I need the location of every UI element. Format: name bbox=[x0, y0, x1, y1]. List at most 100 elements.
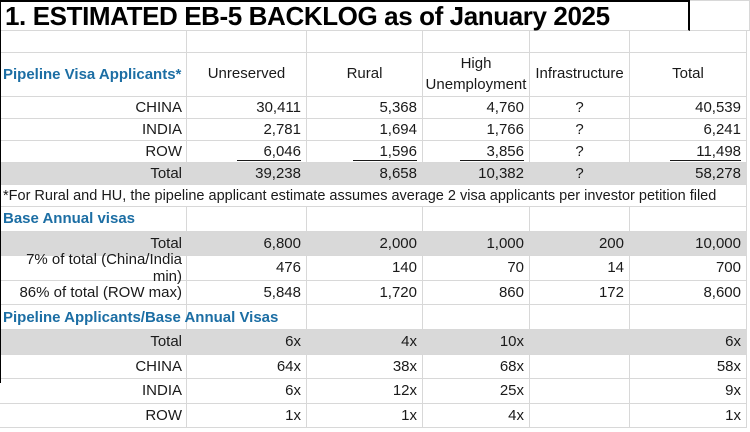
spacer-row bbox=[0, 31, 747, 53]
cell-rural: 1,720 bbox=[307, 280, 423, 305]
cell-high-unemployment: 3,856 bbox=[423, 141, 530, 162]
cell-high-unemployment: 10,382 bbox=[478, 165, 524, 182]
cell-high-unemployment: 4x bbox=[423, 403, 530, 428]
row-label: 86% of total (ROW max) bbox=[0, 280, 187, 305]
section-row-ratio-header: Pipeline Applicants/Base Annual Visas bbox=[0, 305, 747, 330]
cell-infrastructure bbox=[530, 330, 630, 354]
cell-total: 1x bbox=[630, 403, 747, 428]
cell-unreserved: 6x bbox=[187, 379, 307, 403]
col-header-total: Total bbox=[630, 53, 747, 96]
cell-high-unemployment: 1,000 bbox=[486, 234, 524, 252]
col-header-high-unemployment: High Unemployment bbox=[423, 53, 530, 96]
cell-total: 6,241 bbox=[630, 119, 747, 140]
cell-unreserved: 2,781 bbox=[187, 119, 307, 140]
cell-unreserved: 476 bbox=[187, 256, 307, 280]
cell-unreserved: 6x bbox=[285, 333, 301, 351]
row-label: 7% of total (China/India min) bbox=[0, 251, 187, 285]
cell-total: 58,278 bbox=[695, 165, 741, 182]
col-header-infrastructure: Infrastructure bbox=[530, 53, 630, 96]
table-row-pipeline-row: ROW 6,046 1,596 3,856 ? 11,498 bbox=[0, 141, 747, 163]
cell-rural: 1,694 bbox=[307, 119, 423, 140]
cell-rural: 1,596 bbox=[307, 141, 423, 162]
sum-line-value: 11,498 bbox=[670, 143, 741, 161]
row-label: ROW bbox=[0, 403, 187, 428]
cell-total: 6x bbox=[725, 333, 741, 351]
cell-infrastructure: 14 bbox=[530, 256, 630, 280]
cell-high-unemployment: 4,760 bbox=[423, 97, 530, 118]
table-row-pipeline-india: INDIA 2,781 1,694 1,766 ? 6,241 bbox=[0, 119, 747, 141]
row-label: CHINA bbox=[0, 97, 187, 118]
cell-total: 8,600 bbox=[630, 280, 747, 305]
col-header-unreserved: Unreserved bbox=[187, 53, 307, 96]
cell-rural: 140 bbox=[307, 256, 423, 280]
cell-total: 40,539 bbox=[630, 97, 747, 118]
cell-total: 11,498 bbox=[630, 141, 747, 162]
table-row-base-total: Total 6,800 2,000 1,000 200 10,000 bbox=[0, 231, 747, 257]
cell-high-unemployment: 860 bbox=[423, 280, 530, 305]
table-row-base-7pct: 7% of total (China/India min) 476 140 70… bbox=[0, 251, 747, 285]
footnote-text: *For Rural and HU, the pipeline applican… bbox=[3, 187, 717, 204]
empty-cell bbox=[187, 31, 307, 52]
cell-unreserved: 1x bbox=[187, 403, 307, 428]
col-header-rural: Rural bbox=[307, 53, 423, 96]
empty-cell bbox=[307, 207, 423, 231]
column-header-row: Pipeline Visa Applicants* Unreserved Rur… bbox=[0, 53, 747, 97]
cell-infrastructure bbox=[530, 403, 630, 428]
title-box: 1. ESTIMATED EB-5 BACKLOG as of January … bbox=[0, 0, 690, 31]
empty-cell bbox=[530, 305, 630, 329]
empty-cell bbox=[307, 305, 423, 329]
left-border-line bbox=[0, 0, 1, 383]
cell-unreserved: 64x bbox=[187, 354, 307, 379]
page-title: 1. ESTIMATED EB-5 BACKLOG as of January … bbox=[5, 0, 610, 31]
row-label: Total bbox=[150, 333, 182, 351]
row-label: CHINA bbox=[0, 354, 187, 379]
title-row: 1. ESTIMATED EB-5 BACKLOG as of January … bbox=[0, 0, 750, 31]
empty-cell bbox=[530, 207, 630, 231]
empty-cell bbox=[0, 31, 187, 52]
cell-infrastructure: ? bbox=[530, 97, 630, 118]
section-header-base: Base Annual visas bbox=[0, 207, 187, 231]
section-header-pipeline: Pipeline Visa Applicants* bbox=[0, 53, 187, 96]
cell-unreserved: 6,046 bbox=[187, 141, 307, 162]
empty-cell bbox=[630, 207, 747, 231]
row-label: INDIA bbox=[0, 119, 187, 140]
cell-infrastructure: ? bbox=[530, 119, 630, 140]
table-row-pipeline-total: Total 39,238 8,658 10,382 ? 58,278 bbox=[0, 163, 747, 185]
cell-high-unemployment: 25x bbox=[423, 379, 530, 403]
cell-rural: 12x bbox=[307, 379, 423, 403]
sum-line-value: 3,856 bbox=[460, 143, 524, 161]
empty-cell bbox=[307, 31, 423, 52]
row-label: Total bbox=[150, 165, 182, 182]
cell-unreserved: 39,238 bbox=[255, 165, 301, 182]
empty-cell bbox=[187, 207, 307, 231]
empty-cell bbox=[423, 31, 530, 52]
section-header-ratio: Pipeline Applicants/Base Annual Visas bbox=[0, 305, 278, 329]
cell-high-unemployment: 10x bbox=[499, 333, 524, 351]
cell-unreserved: 5,848 bbox=[187, 280, 307, 305]
cell-unreserved: 30,411 bbox=[187, 97, 307, 118]
cell-infrastructure: ? bbox=[575, 165, 584, 182]
cell-infrastructure bbox=[530, 379, 630, 403]
cell-infrastructure bbox=[530, 354, 630, 379]
cell-rural: 2,000 bbox=[379, 234, 417, 252]
cell-total: 700 bbox=[630, 256, 747, 280]
table-row-ratio-india: INDIA 6x 12x 25x 9x bbox=[0, 379, 747, 404]
cell-high-unemployment: 1,766 bbox=[423, 119, 530, 140]
table-row-ratio-row: ROW 1x 1x 4x 1x bbox=[0, 403, 747, 429]
cell-rural: 1x bbox=[307, 403, 423, 428]
table-row-pipeline-china: CHINA 30,411 5,368 4,760 ? 40,539 bbox=[0, 97, 747, 119]
table-row-base-86pct: 86% of total (ROW max) 5,848 1,720 860 1… bbox=[0, 280, 747, 306]
title-filler bbox=[690, 0, 750, 31]
cell-infrastructure: 172 bbox=[530, 280, 630, 305]
cell-infrastructure: 200 bbox=[598, 234, 624, 252]
cell-total: 9x bbox=[630, 379, 747, 403]
row-label: Total bbox=[150, 234, 182, 252]
section-row-base-header: Base Annual visas bbox=[0, 207, 747, 232]
cell-total: 10,000 bbox=[695, 234, 741, 252]
sum-line-value: 1,596 bbox=[353, 143, 417, 161]
cell-high-unemployment: 70 bbox=[423, 256, 530, 280]
empty-cell bbox=[630, 31, 747, 52]
cell-infrastructure: ? bbox=[530, 141, 630, 162]
empty-cell bbox=[423, 207, 530, 231]
